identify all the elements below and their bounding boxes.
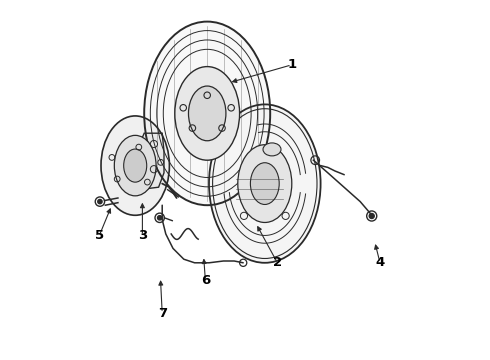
Polygon shape bbox=[139, 133, 164, 189]
Ellipse shape bbox=[175, 67, 240, 160]
Circle shape bbox=[98, 199, 102, 204]
Ellipse shape bbox=[114, 135, 156, 196]
Ellipse shape bbox=[123, 149, 147, 182]
Text: 1: 1 bbox=[287, 58, 296, 71]
Text: 2: 2 bbox=[273, 256, 282, 269]
Text: 7: 7 bbox=[158, 307, 167, 320]
Text: 3: 3 bbox=[138, 229, 147, 242]
Ellipse shape bbox=[144, 22, 270, 205]
Ellipse shape bbox=[209, 104, 320, 263]
Ellipse shape bbox=[250, 163, 279, 204]
Ellipse shape bbox=[263, 143, 281, 156]
Circle shape bbox=[369, 213, 374, 219]
Text: 6: 6 bbox=[201, 274, 210, 287]
Text: 4: 4 bbox=[375, 256, 385, 269]
Circle shape bbox=[157, 216, 162, 220]
Text: 5: 5 bbox=[95, 229, 104, 242]
Ellipse shape bbox=[189, 86, 226, 141]
Ellipse shape bbox=[238, 145, 292, 222]
Ellipse shape bbox=[101, 116, 170, 215]
